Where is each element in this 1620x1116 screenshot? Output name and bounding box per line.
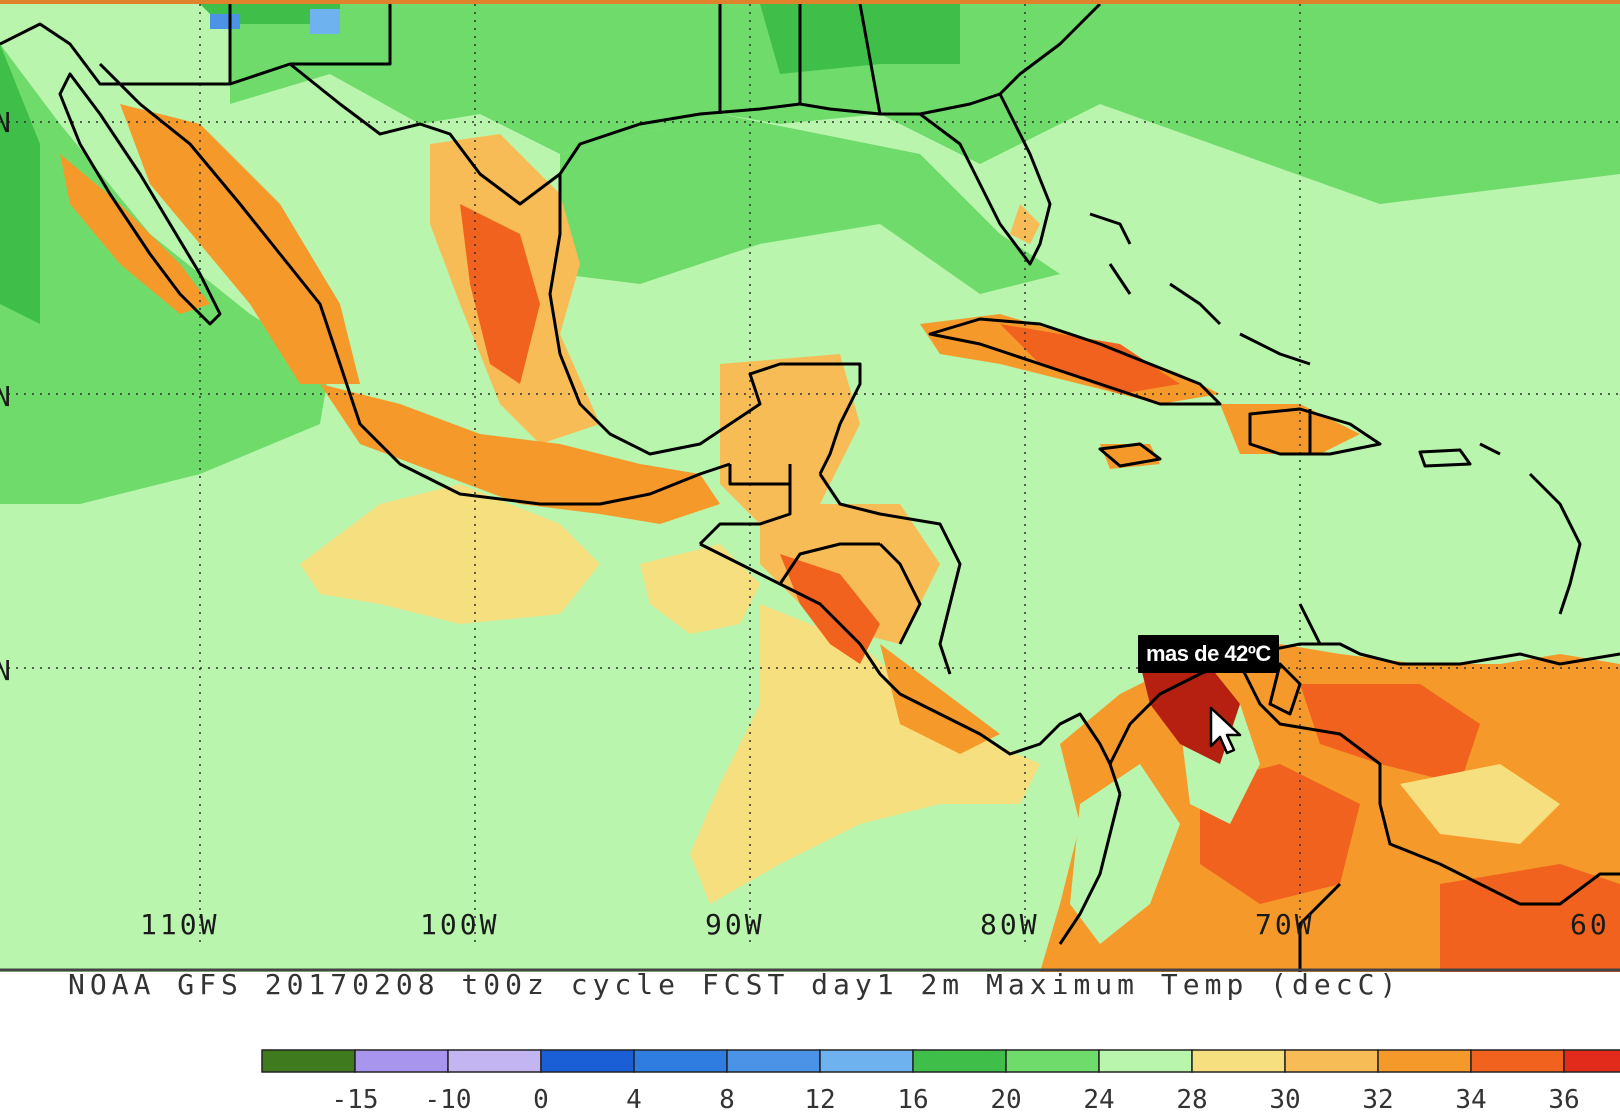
- color-scale-swatch: [819, 1049, 914, 1073]
- color-scale-swatch: [1284, 1049, 1379, 1073]
- color-scale-tick-label: 24: [1083, 1085, 1114, 1115]
- color-scale-swatch: [447, 1049, 542, 1073]
- lon-label-90w: 90W: [705, 908, 765, 941]
- color-scale: -15 -10 0 4 8 12 16 20 24 28 30 32 34 36: [261, 1049, 1620, 1115]
- color-scale-swatch: [540, 1049, 635, 1073]
- color-scale-swatch: [1098, 1049, 1193, 1073]
- color-scale-tick-label: -15: [332, 1085, 379, 1115]
- lat-label: N: [0, 654, 14, 687]
- map-caption: NOAA GFS 20170208 t00z cycle FCST day1 2…: [68, 968, 1402, 1001]
- warm-zones: [0, 134, 1040, 904]
- lon-label-70w: 70W: [1255, 908, 1315, 941]
- color-scale-tick-label: 20: [990, 1085, 1021, 1115]
- color-scale-tick-label: 32: [1362, 1085, 1393, 1115]
- lat-label: N: [0, 106, 14, 139]
- lon-label-60: 60: [1570, 908, 1610, 941]
- color-scale-swatch: [726, 1049, 821, 1073]
- color-scale-swatch: [261, 1049, 356, 1073]
- mouse-cursor-icon: [1209, 706, 1242, 755]
- lat-label: N: [0, 380, 14, 413]
- lon-label-110w: 110W: [140, 908, 219, 941]
- color-scale-tick-label: 34: [1455, 1085, 1486, 1115]
- longitude-labels: 110W 100W 90W 80W 70W 60: [140, 908, 1610, 941]
- color-scale-swatch: [1470, 1049, 1565, 1073]
- color-scale-swatch: [1191, 1049, 1286, 1073]
- hot-zones: [60, 104, 1620, 972]
- latitude-labels: N N N: [0, 106, 14, 687]
- graticule: [0, 4, 1620, 944]
- color-scale-swatch: [354, 1049, 449, 1073]
- color-scale-swatches: [261, 1049, 1620, 1073]
- color-scale-swatch: [1005, 1049, 1100, 1073]
- color-scale-swatch: [633, 1049, 728, 1073]
- cool-zones: [0, 4, 1620, 504]
- color-scale-swatch: [1377, 1049, 1472, 1073]
- color-scale-tick-label: 8: [719, 1085, 735, 1115]
- color-scale-tick-label: 16: [897, 1085, 928, 1115]
- lon-label-100w: 100W: [420, 908, 499, 941]
- color-scale-ticks: -15 -10 0 4 8 12 16 20 24 28 30 32 34 36: [332, 1085, 1580, 1115]
- color-scale-tick-label: 28: [1176, 1085, 1207, 1115]
- color-scale-swatch: [1563, 1049, 1620, 1073]
- color-scale-tick-label: 36: [1548, 1085, 1579, 1115]
- color-scale-tick-label: 4: [626, 1085, 642, 1115]
- color-scale-tick-label: 0: [533, 1085, 549, 1115]
- color-scale-tick-label: -10: [425, 1085, 472, 1115]
- temperature-tooltip: mas de 42ºC: [1138, 635, 1279, 673]
- color-scale-swatch: [912, 1049, 1007, 1073]
- lon-label-80w: 80W: [980, 908, 1040, 941]
- color-scale-tick-label: 30: [1269, 1085, 1300, 1115]
- temperature-map: 110W 100W 90W 80W 70W 60 N N N: [0, 4, 1620, 972]
- color-scale-tick-label: 12: [804, 1085, 835, 1115]
- borders: [0, 4, 1620, 972]
